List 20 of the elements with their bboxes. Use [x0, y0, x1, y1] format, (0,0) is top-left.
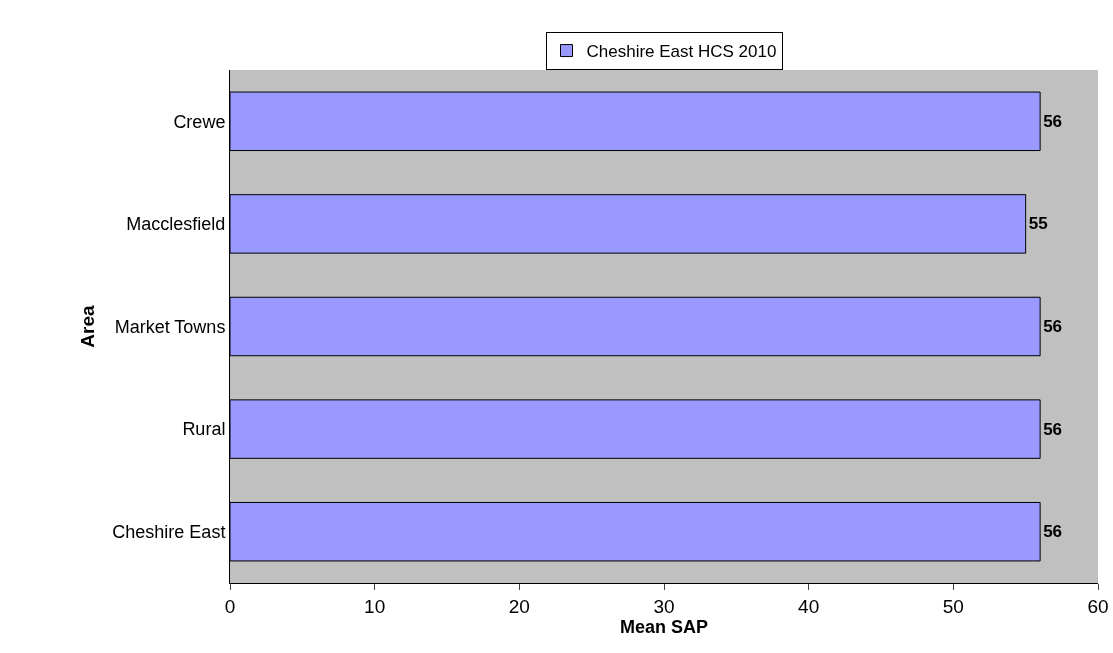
data-label: 56 — [1043, 419, 1063, 439]
y-tick-label: Crewe — [173, 111, 226, 132]
x-axis-title: Mean SAP — [619, 616, 709, 637]
data-label: 56 — [1043, 522, 1063, 542]
x-tick-label: 60 — [1087, 595, 1109, 617]
y-tick-label: Rural — [182, 419, 226, 440]
x-tick-label: 10 — [364, 595, 386, 617]
y-axis-title: Area — [77, 304, 99, 348]
y-tick-label: Cheshire East — [112, 522, 226, 542]
x-tick-label: 20 — [508, 595, 530, 617]
data-label: 56 — [1043, 317, 1063, 336]
x-tick-label: 0 — [224, 595, 236, 617]
legend-label: Cheshire East HCS 2010 — [586, 42, 777, 62]
data-label: 55 — [1028, 214, 1048, 234]
y-tick-label: Macclesfield — [126, 214, 226, 235]
x-tick-label: 40 — [798, 595, 820, 617]
x-tick-label: 30 — [653, 595, 675, 617]
x-tick-label: 50 — [942, 595, 964, 617]
y-tick-label: Market Towns — [114, 316, 226, 337]
data-label: 56 — [1043, 111, 1063, 131]
